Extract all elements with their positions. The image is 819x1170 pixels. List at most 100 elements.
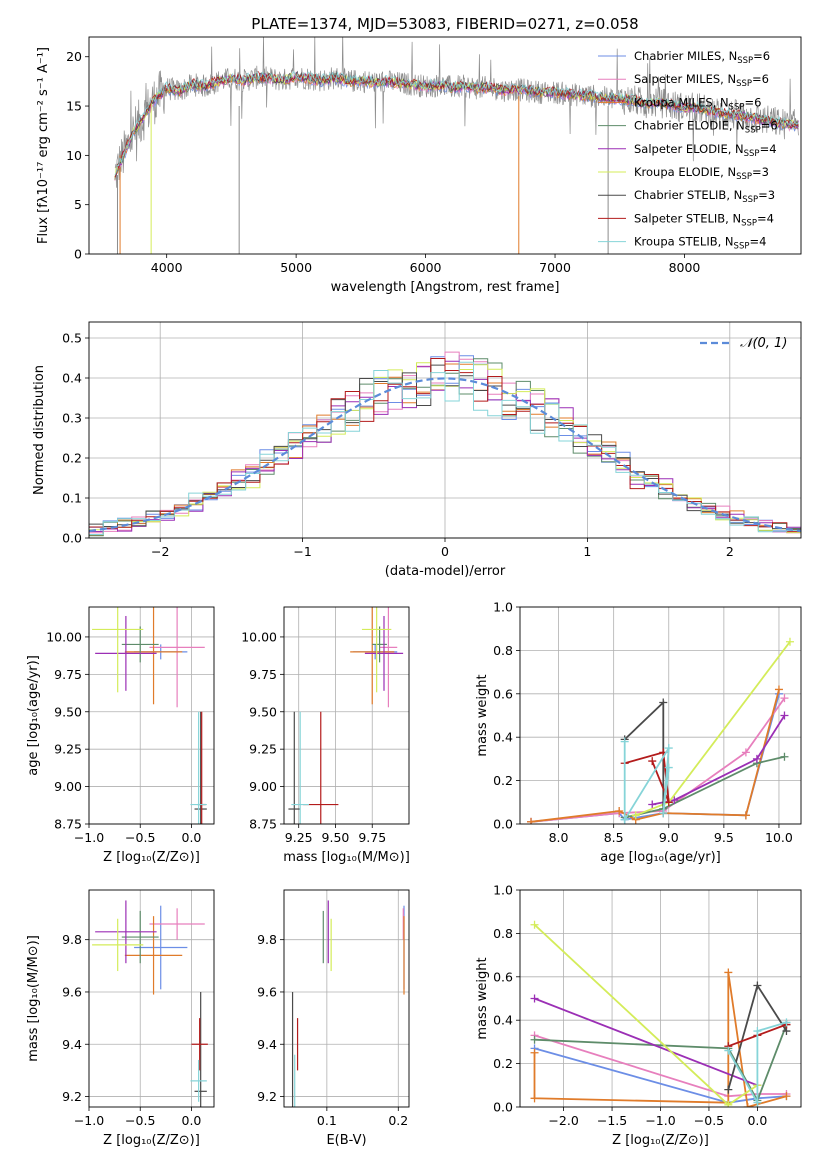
point-marker (782, 1092, 791, 1101)
axes-mass-weight-vs-age: 8.0 8.5 9.0 9.5 10.0 0.0 0.2 0.4 0.6 0.8 1.0 age [l… (475, 600, 802, 865)
point-marker (780, 711, 789, 720)
y-tick-label: 9.4 (257, 1037, 277, 1052)
y-tick-label: 0.6 (493, 969, 513, 984)
y-axis-label: Flux [fλ10⁻¹⁷ erg cm⁻² s⁻¹ A⁻¹] (36, 47, 51, 244)
y-tick-label: 1.0 (493, 883, 513, 898)
point-marker (664, 744, 673, 753)
x-tick-label: 10.0 (765, 830, 793, 845)
chart-title: PLATE=1374, MJD=53083, FIBERID=0271, z=0… (251, 15, 638, 33)
legend-tail: =3 (752, 165, 769, 179)
legend-tail: =4 (757, 211, 774, 225)
series-line (533, 972, 787, 1107)
plot-area (92, 607, 207, 824)
axes-frame (283, 606, 410, 825)
point-marker (753, 981, 762, 990)
plot-area (114, 37, 799, 254)
x-tick-label: −2.0 (548, 1113, 578, 1128)
axes-frame (519, 889, 802, 1108)
point-marker (780, 694, 789, 703)
y-tick-label: 0.1 (62, 491, 82, 506)
y-tick-label: 10 (66, 148, 82, 163)
axes-frame (88, 321, 802, 539)
x-tick-label: −1 (293, 544, 311, 559)
y-tick-label: 0.4 (493, 730, 513, 745)
series-kroupa-elodie (530, 920, 762, 1107)
point-marker (670, 796, 679, 805)
y-axis-label: mass weight (475, 957, 490, 1039)
point-marker (659, 698, 668, 707)
plot-area (288, 607, 404, 824)
x-tick-label: 8.0 (549, 830, 569, 845)
point-marker (659, 809, 668, 818)
y-tick-label: 9.00 (54, 779, 82, 794)
y-tick-label: 9.2 (257, 1089, 277, 1104)
x-tick-label: −1.0 (74, 830, 104, 845)
point-marker (530, 994, 539, 1003)
y-tick-label: 9.8 (257, 932, 277, 947)
x-axis-label: Z [log₁₀(Z/Z⊙)] (612, 1133, 709, 1148)
legend-sub: SSP (734, 242, 750, 252)
axes-mass-vs-EBV: 0.1 0.2 9.2 9.4 9.6 9.8 E(B-V) (257, 889, 410, 1148)
errorbar-point (124, 607, 183, 705)
ticks: 0.1 0.2 9.2 9.4 9.6 9.8 (257, 932, 408, 1128)
plot-area (527, 637, 794, 824)
normal-curve (89, 377, 801, 533)
x-tick-label: 9.25 (285, 830, 313, 845)
x-tick-label: 5000 (280, 260, 312, 275)
point-marker (724, 968, 733, 977)
y-tick-label: 9.75 (249, 667, 277, 682)
x-axis-label: age [log₁₀(age/yr)] (600, 850, 721, 865)
plot-area (530, 920, 791, 1107)
point-marker (620, 815, 629, 824)
point-marker (530, 920, 539, 929)
legend-tail: =6 (761, 119, 778, 133)
point-marker (664, 798, 673, 807)
y-tick-label: 9.75 (54, 667, 82, 682)
errorbar-point (95, 900, 157, 964)
x-axis-label: Z [log₁₀(Z/Z⊙)] (103, 850, 200, 865)
x-tick-label: 0.1 (317, 1113, 337, 1128)
errorbar-point (92, 918, 144, 972)
y-tick-label: 9.6 (257, 984, 277, 999)
x-tick-label: 7000 (539, 260, 571, 275)
errorbar-point (194, 711, 207, 824)
axes-frame (519, 606, 802, 825)
x-tick-label: −1.0 (74, 1113, 104, 1128)
errorbar-point (379, 607, 398, 708)
x-tick-label: −0.5 (125, 830, 155, 845)
legend-label: Chabrier MILES, NSSP=6 (634, 49, 770, 66)
legend-sub: SSP (742, 195, 758, 205)
axes-frame (88, 36, 802, 255)
point-marker (753, 1027, 762, 1036)
axes-spectrum: 4000 5000 6000 7000 8000 0 5 10 15 20 wavelength [… (36, 15, 802, 295)
x-tick-label: 1 (583, 544, 591, 559)
errorbar-point (149, 607, 205, 708)
legend-label: 𝒩(0, 1) (740, 336, 787, 351)
plot-area (291, 900, 405, 1107)
errorbar-point (361, 607, 392, 693)
x-tick-label: 6000 (410, 260, 442, 275)
axes-frame (88, 606, 215, 825)
y-tick-label: 0.4 (62, 371, 82, 386)
point-marker (780, 752, 789, 761)
errorbar-point (134, 905, 188, 990)
series-line (534, 1047, 787, 1104)
y-tick-label: 9.8 (62, 932, 82, 947)
y-tick-label: 9.2 (62, 1089, 82, 1104)
x-tick-label: −1.5 (597, 1113, 627, 1128)
x-tick-label: 9.50 (322, 830, 350, 845)
ticks: −2.0 −1.5 −1.0 −0.5 0.0 0.0 0.2 0.4 0.6 0.8 1.0 (493, 883, 767, 1129)
y-tick-label: 9.6 (62, 984, 82, 999)
point-marker (530, 1094, 539, 1103)
y-tick-label: 9.00 (249, 779, 277, 794)
point-marker (752, 754, 761, 763)
ticks: −1.0 −0.5 0.0 9.2 9.4 9.6 9.8 (62, 932, 201, 1128)
axes-frame (88, 889, 215, 1108)
y-tick-label: 0.4 (493, 1013, 513, 1028)
ticks: 4000 5000 6000 7000 8000 0 5 10 15 20 (66, 49, 700, 275)
x-axis-label: E(B-V) (326, 1133, 366, 1148)
errorbar-point (288, 711, 301, 824)
x-tick-label: 4000 (151, 260, 183, 275)
series-kroupa-miles (530, 968, 791, 1107)
